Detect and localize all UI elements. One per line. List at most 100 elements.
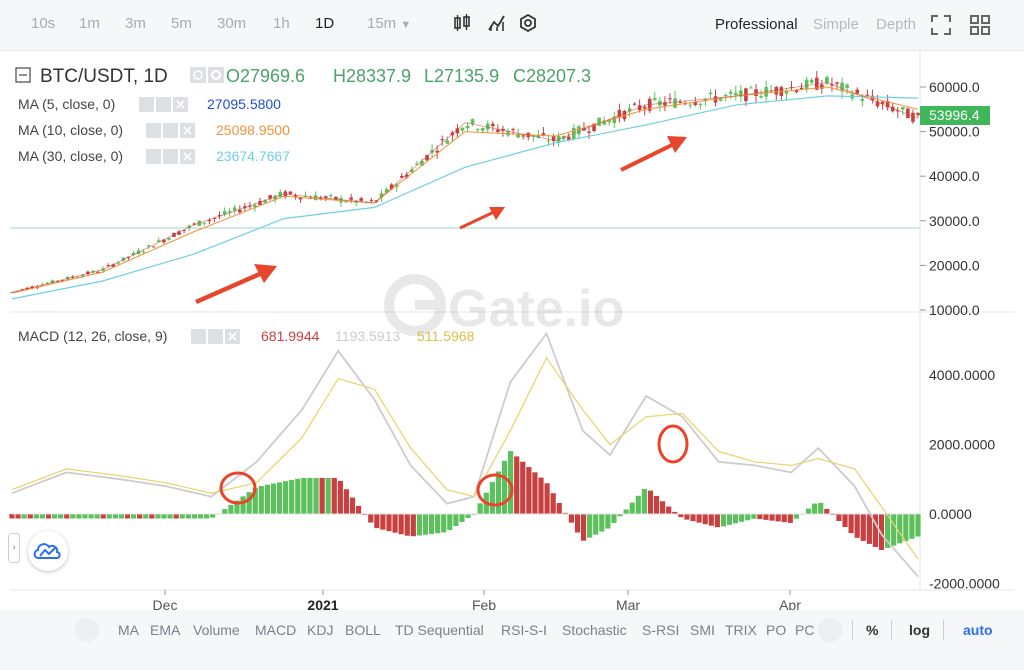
candle-body — [794, 89, 799, 93]
timeframe-1m[interactable]: 1m — [79, 15, 100, 32]
indicator-macd[interactable]: MACD — [255, 622, 297, 638]
timeframe-5m[interactable]: 5m — [171, 15, 192, 32]
macd-hist-bar — [605, 514, 611, 529]
macd-hist-bar — [210, 514, 216, 518]
candle-body — [911, 112, 915, 122]
macd-hist-bar — [708, 514, 714, 526]
close-icon[interactable] — [176, 100, 185, 109]
timeframe-1d[interactable]: 1D — [315, 15, 335, 32]
candle-body — [865, 94, 870, 96]
mode-simple[interactable]: Simple — [813, 16, 859, 33]
indicator-smi[interactable]: SMI — [690, 622, 715, 638]
auto-toggle[interactable]: auto — [963, 622, 993, 638]
collapse-icon[interactable] — [15, 67, 31, 83]
macd-hist-bar — [70, 514, 76, 519]
candle-body — [86, 271, 90, 275]
macd-legend: MACD (12, 26, close, 9) 681.9944 1193.59… — [18, 328, 475, 344]
settings-icon[interactable] — [518, 13, 538, 38]
scroll-left-button[interactable] — [75, 618, 99, 642]
close-icon[interactable] — [228, 332, 237, 341]
candle-body — [470, 119, 475, 124]
macd-controls[interactable] — [191, 329, 240, 344]
macd-hist-bar — [587, 514, 593, 538]
indicator-trix[interactable]: TRIX — [725, 622, 757, 638]
indicator-pc[interactable]: PC — [795, 622, 815, 638]
chart-area[interactable]: Gate.io 60000.0 50000.0 40000.0 30000.0 2000… — [0, 50, 1024, 613]
macd-hist-bar — [787, 514, 793, 523]
ma5-label: MA (5, close, 0) — [18, 96, 115, 112]
candle-body — [10, 291, 14, 293]
indicator-stochastic[interactable]: Stochastic — [562, 622, 627, 638]
candle-body — [733, 92, 738, 96]
candle-body — [248, 205, 252, 207]
indicator-boll[interactable]: BOLL — [345, 622, 381, 638]
macd-hist-bar — [836, 514, 842, 521]
macd-hist-bar — [562, 512, 568, 514]
timeframe-1h[interactable]: 1h — [273, 15, 290, 32]
log-toggle[interactable]: log — [909, 622, 930, 638]
candle-body — [895, 110, 900, 112]
gear-icon[interactable] — [211, 70, 221, 80]
indicator-td-sequential[interactable]: TD Sequential — [395, 622, 484, 638]
indicator-s-rsi[interactable]: S-RSI — [642, 622, 680, 638]
mode-professional[interactable]: Professional — [715, 16, 798, 33]
candle-body — [845, 84, 849, 88]
layout-grid-icon[interactable] — [969, 14, 991, 41]
ma5-controls[interactable] — [139, 97, 188, 112]
macd-hist-bar — [368, 514, 374, 523]
macd-hist-bar — [58, 514, 64, 519]
indicator-icon[interactable] — [487, 13, 507, 38]
fullscreen-icon[interactable] — [930, 14, 952, 41]
ma30-label: MA (30, close, 0) — [18, 148, 123, 164]
candle-body — [293, 195, 298, 198]
macd-hist-bar — [854, 514, 860, 538]
candle-body — [369, 200, 374, 202]
candle-body — [774, 87, 779, 95]
macd-hist-bar — [915, 514, 921, 537]
close-icon[interactable] — [183, 152, 192, 161]
macd-hist-bar — [812, 503, 818, 514]
macd-hist-bar — [872, 514, 879, 547]
eye-icon[interactable] — [193, 70, 203, 80]
timeframe-3m[interactable]: 3m — [125, 15, 146, 32]
candle-body — [592, 123, 596, 132]
candle-body — [435, 150, 439, 153]
candle-body — [627, 108, 632, 112]
timeframe-15m-dropdown[interactable]: 15m ▼ — [367, 15, 411, 32]
candle-body — [541, 133, 546, 135]
macd-hist-bar — [641, 488, 647, 514]
percent-toggle[interactable]: % — [866, 622, 879, 638]
candle-body — [749, 87, 753, 89]
ma30-controls[interactable] — [146, 149, 195, 164]
price-macd-chart[interactable]: Gate.io 60000.0 50000.0 40000.0 30000.0 2000… — [0, 50, 1024, 613]
legend-controls[interactable] — [190, 67, 224, 83]
candle-body — [784, 91, 789, 94]
mode-depth[interactable]: Depth — [876, 16, 917, 33]
indicator-kdj[interactable]: KDJ — [307, 622, 334, 638]
indicator-volume[interactable]: Volume — [193, 622, 240, 638]
macd-hist-bar — [532, 472, 538, 514]
candle-body — [708, 92, 713, 95]
macd-hist-bar — [76, 514, 82, 519]
timeframe-10s[interactable]: 10s — [31, 15, 56, 32]
ma10-controls[interactable] — [146, 123, 195, 138]
candle-body — [602, 120, 606, 125]
drawing-tools-button[interactable] — [28, 531, 68, 571]
time-tick-label: Dec — [153, 597, 178, 610]
candle-body — [496, 129, 500, 132]
indicator-rsi-s-i[interactable]: RSI-S-I — [501, 622, 547, 638]
candle-body — [622, 110, 627, 120]
candle-body — [916, 112, 920, 116]
timeframe-30m[interactable]: 30m — [217, 15, 247, 32]
candlestick-icon[interactable] — [452, 13, 472, 38]
macd-hist-bar — [258, 486, 264, 514]
close-icon[interactable] — [183, 126, 192, 135]
macd-hist-bar — [15, 514, 21, 519]
indicator-ema[interactable]: EMA — [150, 622, 181, 638]
scroll-right-button[interactable] — [818, 618, 842, 642]
side-panel-toggle[interactable]: › — [8, 533, 20, 563]
indicator-ma[interactable]: MA — [118, 622, 139, 638]
indicator-po[interactable]: PO — [766, 622, 787, 638]
macd-hist-bar — [818, 502, 824, 514]
macd-histogram — [9, 451, 921, 550]
